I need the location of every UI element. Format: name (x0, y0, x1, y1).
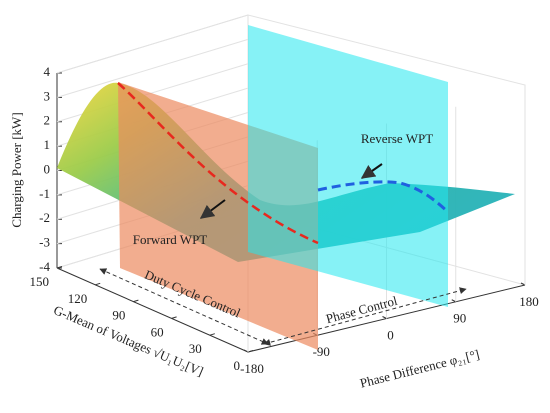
z-axis-label: Charging Power [kW] (9, 112, 24, 227)
arrow (199, 199, 226, 219)
y-tick-label: 60 (151, 324, 164, 339)
z-tick-label: 0 (44, 161, 51, 176)
x-tick-label: -180 (240, 361, 264, 376)
x-tick (520, 282, 526, 286)
y-tick-label: 0 (234, 358, 241, 373)
annotation: Forward WPT (133, 232, 208, 247)
annotation: Reverse WPT (361, 131, 433, 146)
x-tick-label: 90 (453, 311, 466, 326)
z-tick-label: 1 (44, 137, 51, 152)
y-axis-label: G-Mean of Voltages √U₁U₂[V] (51, 302, 205, 379)
dashed-arrow (99, 268, 269, 345)
forward-curve (117, 82, 319, 245)
y-tick (133, 299, 139, 303)
z-tick-label: 2 (44, 113, 51, 128)
grid-line (56, 14, 249, 74)
y-tick (171, 316, 177, 319)
z-tick-label: -1 (39, 186, 50, 201)
arrow (360, 163, 383, 179)
surface-plot (57, 25, 515, 350)
grid-line (56, 38, 249, 98)
y-tick (56, 266, 63, 269)
y-tick (209, 333, 215, 336)
x-tick-label: 180 (519, 294, 539, 309)
x-tick-label: 0 (387, 327, 394, 342)
z-tick-label: -4 (39, 259, 50, 274)
y-tick (95, 282, 101, 286)
z-tick-label: 3 (44, 88, 51, 103)
annotation: Phase Control (324, 293, 399, 327)
y-tick (247, 350, 254, 353)
x-tick (451, 299, 456, 303)
z-tick-label: -2 (39, 210, 50, 225)
y-tick-label: 90 (112, 308, 125, 323)
x-axis-label: Phase Difference φ₂₁[°] (358, 346, 481, 390)
y-tick-label: 120 (68, 291, 88, 306)
x-tick (243, 349, 249, 353)
phase-plane (248, 25, 448, 307)
z-tick-label: 4 (44, 64, 51, 79)
y-tick-label: 150 (30, 274, 50, 289)
y-tick-label: 30 (189, 341, 202, 356)
x-tick (382, 316, 387, 319)
z-tick-label: -3 (39, 235, 50, 250)
